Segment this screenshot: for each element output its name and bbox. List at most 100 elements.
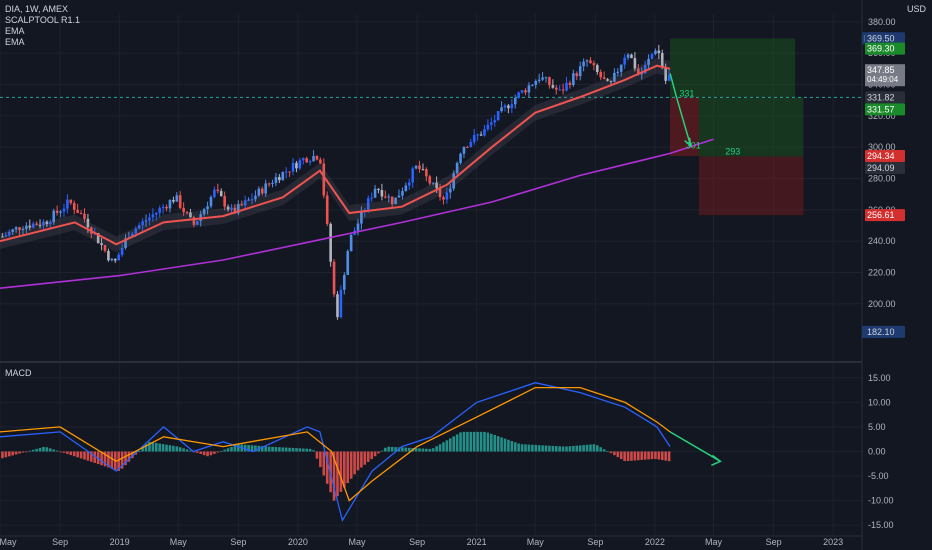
annotation-301: 301 xyxy=(686,141,701,151)
candle-body xyxy=(459,153,462,163)
macd-histogram-bar xyxy=(390,446,394,452)
projection-arrows: 331 301 293 xyxy=(669,73,740,156)
macd-histogram-bar xyxy=(606,451,609,452)
current-price-bg xyxy=(865,64,905,87)
candle-body xyxy=(664,67,667,81)
candle-body xyxy=(216,189,220,192)
candle-body xyxy=(308,161,312,163)
macd-histogram-bar xyxy=(623,451,626,462)
macd-histogram-bar xyxy=(626,451,630,462)
candle-body xyxy=(619,64,623,72)
currency-label: USD xyxy=(906,4,926,14)
macd-histogram-bar xyxy=(281,447,285,452)
time-tick: Sep xyxy=(52,537,68,547)
macd-histogram-bar xyxy=(486,432,490,452)
macd-histogram-bar xyxy=(131,451,134,459)
candle-body xyxy=(62,208,66,212)
candle-body xyxy=(455,162,459,174)
current-price: 347.85 xyxy=(867,65,895,75)
macd-histogram-bar xyxy=(654,451,657,459)
macd-histogram-bar xyxy=(213,451,216,454)
macd-histogram-bar xyxy=(630,451,633,461)
indicator-ema-slow[interactable]: EMA xyxy=(5,37,25,47)
candle-body xyxy=(144,220,148,222)
macd-title[interactable]: MACD xyxy=(5,368,32,378)
macd-histogram-bar xyxy=(264,446,267,452)
time-tick: May xyxy=(0,537,17,547)
candle-body xyxy=(209,196,213,207)
macd-tick: 5.00 xyxy=(868,422,886,432)
candle-body xyxy=(401,191,404,196)
macd-histogram-bar xyxy=(35,448,38,452)
candle-body xyxy=(565,82,568,91)
macd-histogram-bar xyxy=(510,441,514,452)
candle-body xyxy=(336,294,339,318)
entry-b-label-bg xyxy=(865,103,905,116)
macd-histogram-bar xyxy=(568,446,572,452)
macd-histogram-bar xyxy=(582,445,585,452)
indicator-ema-fast[interactable]: EMA xyxy=(5,26,25,36)
macd-histogram-bar xyxy=(76,451,79,458)
macd-histogram-bar xyxy=(609,451,613,454)
low-value-bg xyxy=(865,325,905,338)
candle-body xyxy=(322,163,326,196)
indicator-scalptool[interactable]: SCALPTOOL R1.1 xyxy=(5,15,81,25)
candle-body xyxy=(373,188,377,198)
macd-histogram-bar xyxy=(305,448,309,452)
candle-body xyxy=(25,225,28,229)
candle-body xyxy=(288,171,291,173)
macd-histogram-bar xyxy=(322,451,326,476)
candle-body xyxy=(284,171,288,173)
candle-body xyxy=(578,66,582,77)
loss-zone-short xyxy=(698,156,804,216)
candle-body xyxy=(103,245,107,251)
candle-body xyxy=(325,195,329,224)
macd-histogram-bar xyxy=(527,444,531,452)
candle-body xyxy=(69,199,73,204)
candle-body xyxy=(202,209,206,215)
stop-b-label-bg xyxy=(865,162,905,175)
macd-histogram-bar xyxy=(554,446,558,452)
time-tick: May xyxy=(170,537,188,547)
candle-body xyxy=(472,134,476,143)
candle-body xyxy=(267,183,271,185)
candle-body xyxy=(110,258,114,261)
macd-histogram-bar xyxy=(551,445,555,452)
candle-body xyxy=(500,107,503,112)
macd-histogram-bar xyxy=(616,451,620,458)
macd-histogram-bar xyxy=(493,434,497,452)
macd-histogram-bar xyxy=(380,450,384,452)
candle-body xyxy=(606,79,609,81)
macd-histogram-bar xyxy=(455,434,459,452)
candle-body xyxy=(541,77,544,80)
price-tick: 280.00 xyxy=(868,174,896,184)
candle-body xyxy=(657,50,661,54)
macd-tick: 15.00 xyxy=(868,373,891,383)
candle-body xyxy=(407,182,411,186)
tp-upper-label-bg xyxy=(865,42,905,55)
macd-histogram-bar xyxy=(500,437,503,452)
macd-histogram-bar xyxy=(472,431,476,452)
macd-histogram-bar xyxy=(394,447,397,452)
macd-histogram-bar xyxy=(226,448,230,452)
macd-histogram-bar xyxy=(452,436,456,452)
ema-lines xyxy=(0,57,714,289)
macd-histogram-bar xyxy=(537,445,541,452)
annotation-293: 293 xyxy=(725,146,740,156)
candle-body xyxy=(124,238,127,248)
candle-body xyxy=(643,64,647,74)
macd-histogram-bar xyxy=(418,448,421,452)
macd-histogram-bar xyxy=(100,451,103,466)
macd-histogram-bar xyxy=(28,450,32,452)
macd-histogram-bar xyxy=(168,445,172,452)
macd-histogram-bar xyxy=(442,442,445,452)
symbol-title[interactable]: DIA, 1W, AMEX xyxy=(5,4,69,14)
candle-body xyxy=(592,63,596,66)
candle-body xyxy=(240,204,244,206)
candle-body xyxy=(66,199,69,209)
ema-fast-line xyxy=(0,64,671,246)
candle-body xyxy=(510,104,514,109)
candle-body xyxy=(493,120,497,123)
candle-body xyxy=(507,105,510,109)
